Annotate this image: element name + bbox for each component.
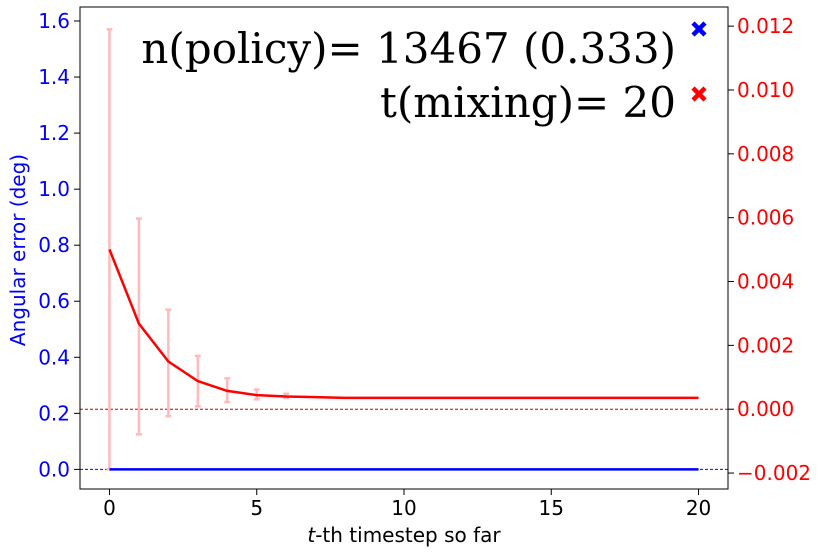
right-y-tick-label: 0.002 [737,333,794,357]
x-tick-label: 10 [391,496,416,520]
right-y-tick-label: 0.008 [737,142,794,166]
left-y-tick-label: 1.0 [38,177,70,201]
x-tick-label: 5 [250,496,263,520]
right-y-tick-label: 0.012 [737,14,794,38]
error-bar [135,217,142,436]
x-marker-blue [691,21,707,37]
right-y-tick-label: −0.002 [737,461,811,485]
x-axis-ticks: 0 5 10 15 20 [103,489,711,520]
x-marker-red [691,86,707,102]
x-axis-label-italic: t [307,523,316,547]
right-y-tick-label: 0.000 [737,397,794,421]
left-y-tick-label: 0.0 [38,457,70,481]
x-tick-label: 15 [539,496,564,520]
x-tick-label: 20 [686,496,711,520]
right-y-tick-label: 0.010 [737,78,794,102]
legend-markers [691,21,707,102]
left-y-tick-label: 0.2 [38,401,70,425]
left-y-tick-label: 1.6 [38,9,70,33]
right-y-tick-label: 0.004 [737,270,794,294]
x-axis-label-rest: -th timestep so far [315,523,501,547]
annotation-n-policy: n(policy)= 13467 (0.333) [141,24,676,73]
left-y-tick-label: 1.2 [38,121,70,145]
left-y-tick-label: 0.6 [38,289,70,313]
x-axis-label: t-th timestep so far [307,523,501,547]
left-y-tick-label: 0.8 [38,233,70,257]
annotation-t-mixing: t(mixing)= 20 [380,78,676,127]
x-tick-label: 0 [103,496,116,520]
right-y-tick-label: 0.006 [737,206,794,230]
left-y-axis-label: Angular error (deg) [6,154,30,346]
series-lines [108,248,699,471]
right-y-axis-ticks: −0.002 0.000 0.002 0.004 0.006 0.008 0.010 0.01… [728,14,811,485]
series-line-red [108,248,699,400]
left-y-axis-ticks: 0.0 0.2 0.4 0.6 0.8 1.0 1.2 1.4 1.6 [38,9,80,481]
left-y-tick-label: 1.4 [38,65,70,89]
left-y-tick-label: 0.4 [38,345,70,369]
